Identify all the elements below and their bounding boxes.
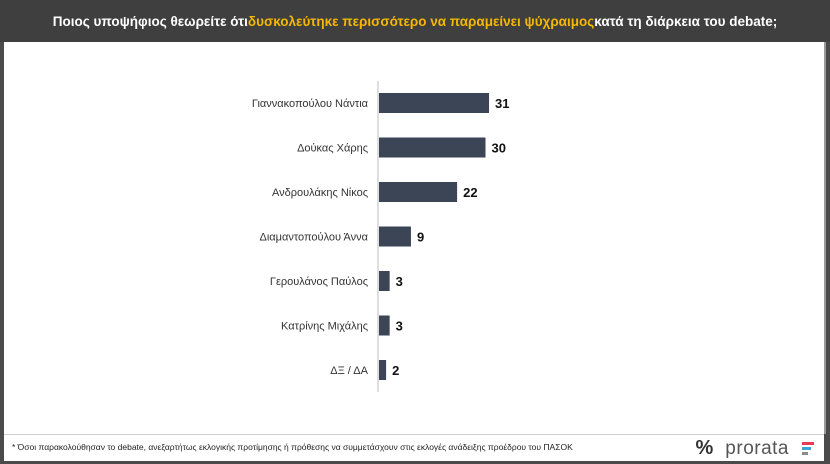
bar-chart: Γιαννακοπούλου Νάντια 31 Δούκας Χάρης 30 Ανδ…	[252, 81, 510, 392]
percent-logo-icon: %	[695, 437, 714, 459]
category-label: Δούκας Χάρης	[297, 143, 368, 155]
value-label: 3	[396, 319, 403, 334]
bar	[379, 137, 486, 158]
footer: * Όσοι παρακολούθησαν το debate, ανεξαρτ…	[4, 434, 824, 461]
value-label: 2	[392, 363, 399, 378]
value-label: 31	[495, 96, 509, 111]
bar	[379, 360, 387, 380]
value-label: 3	[396, 274, 403, 289]
value-label: 30	[492, 141, 506, 156]
footnote: * Όσοι παρακολούθησαν το debate, ανεξαρτ…	[12, 442, 573, 452]
bar	[379, 315, 390, 336]
category-label: ΔΞ / ΔΑ	[330, 365, 368, 377]
category-label: Γερουλάνος Παύλος	[270, 276, 368, 288]
chart-panel: Γιαννακοπούλου Νάντια 31 Δούκας Χάρης 30 Ανδ…	[4, 42, 826, 434]
title-text-post: κατά τη διάρκεια του debate;	[594, 13, 778, 29]
bar	[379, 271, 390, 291]
title-text-pre: Ποιος υποψήφιος θεωρείτε ότι	[52, 13, 248, 29]
category-label: Ανδρουλάκης Νίκος	[272, 187, 368, 199]
chart-title: Ποιος υποψήφιος θεωρείτε ότι δυσκολεύτηκ…	[0, 0, 830, 42]
prorata-logo: % prorata	[695, 436, 814, 460]
bar	[379, 93, 490, 113]
bar	[379, 226, 411, 247]
value-label: 22	[463, 185, 477, 200]
title-text-highlight: δυσκολεύτηκε περισσότερο να παραμείνει ψ…	[247, 13, 595, 29]
logo-bars-icon	[802, 441, 814, 455]
category-label: Γιαννακοπούλου Νάντια	[252, 98, 369, 110]
bar	[379, 182, 458, 202]
category-label: Διαμαντοπούλου Άννα	[260, 232, 369, 244]
category-label: Κατρίνης Μιχάλης	[281, 321, 368, 333]
logo-text: prorata	[725, 437, 789, 459]
value-label: 9	[417, 230, 424, 245]
